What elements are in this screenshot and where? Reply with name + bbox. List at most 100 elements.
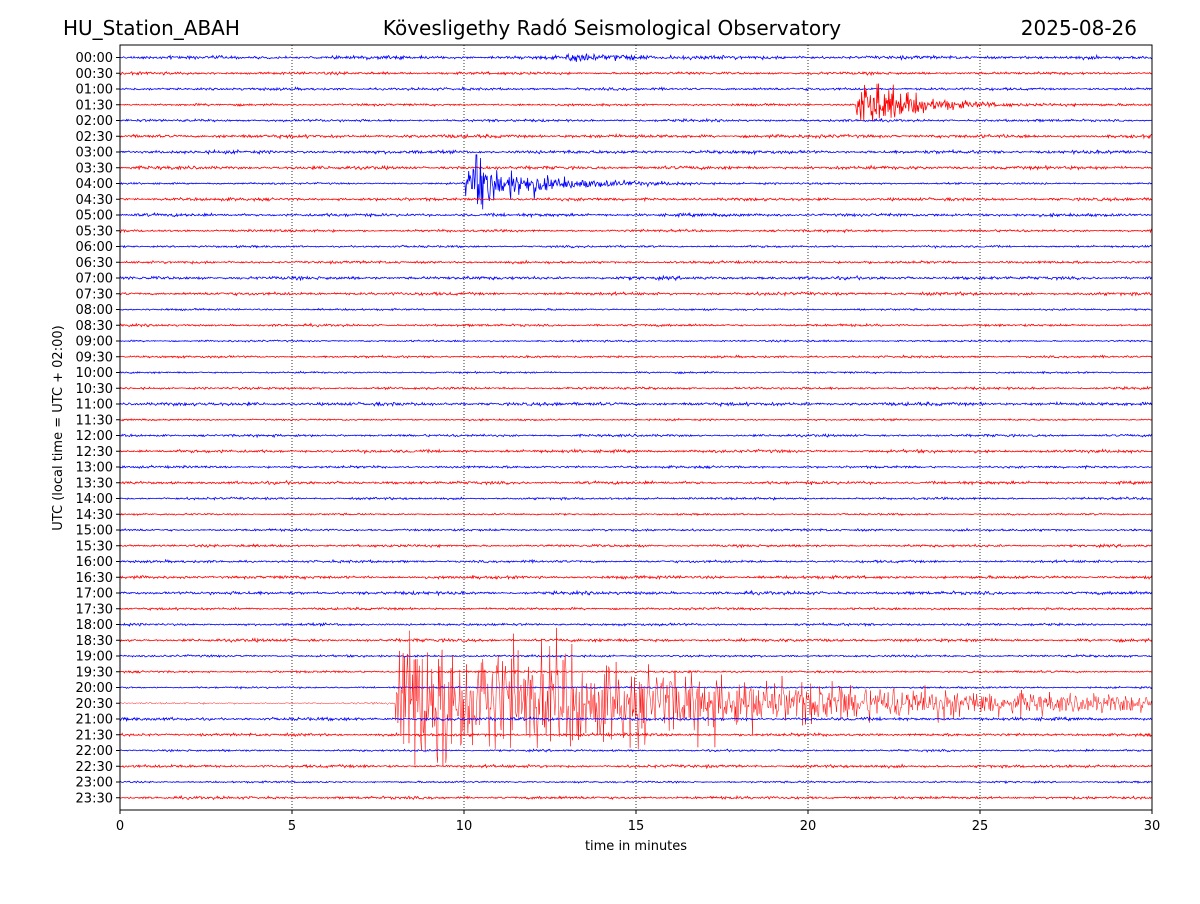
y-tick-label: 09:00 [76,335,113,350]
trace-0330 [119,164,1153,171]
trace-2000 [120,685,1153,690]
y-tick-label: 20:30 [76,697,113,712]
y-tick-label: 10:00 [76,366,113,381]
x-tick-label: 15 [628,819,645,834]
y-tick-label: 13:30 [76,476,113,491]
trace-0030 [119,70,1153,77]
y-tick-label: 12:00 [76,429,113,444]
trace-1400 [119,496,1153,501]
trace-1430 [119,512,1153,517]
chart-date: 2025-08-26 [1021,16,1137,40]
trace-1030 [119,385,1153,391]
y-tick-label: 18:30 [76,634,113,649]
trace-1000 [119,370,1153,375]
y-tick-label: 00:30 [76,67,113,82]
y-tick-label: 23:00 [76,776,113,791]
y-tick-label: 12:30 [76,445,113,460]
y-tick-label: 05:30 [76,224,113,239]
y-tick-label: 17:00 [76,587,113,602]
y-tick-label: 02:30 [76,130,113,145]
plot-frame [119,44,1153,811]
trace-0630 [119,259,1152,265]
x-tick-label: 30 [1144,819,1161,834]
trace-2030 [119,627,1153,766]
y-tick-label: 13:00 [76,461,113,476]
x-tick-label: 25 [972,819,989,834]
y-tick-label: 21:30 [76,728,113,743]
trace-0800 [119,307,1153,312]
trace-2300 [119,780,1153,784]
x-axis-label: time in minutes [585,839,687,854]
y-tick-label: 11:30 [76,413,113,428]
trace-0000 [119,52,1153,63]
trace-0600 [119,244,1153,249]
x-tick-label: 20 [800,819,817,834]
trace-0530 [119,228,1153,234]
y-tick-label: 08:30 [76,319,113,334]
trace-1300 [119,464,1153,470]
y-tick-label: 15:00 [76,524,113,539]
trace-0930 [119,354,1153,359]
trace-0430 [119,196,1153,203]
y-tick-label: 06:30 [76,256,113,271]
trace-1730 [119,606,1153,612]
y-tick-label: 08:00 [76,303,113,318]
axes: 0 5 10 15 20 25 30 00:0000:3001:0001:3002:0002:… [76,51,1161,834]
trace-1330 [119,479,1153,486]
trace-0300 [119,148,1153,156]
trace-0730 [119,291,1153,297]
y-tick-label: 03:30 [76,161,113,176]
station-name: HU_Station_ABAH [63,16,240,40]
trace-0130 [119,83,1153,122]
trace-1930 [119,669,1153,675]
y-tick-label: 15:30 [76,539,113,554]
trace-1830 [119,637,1153,644]
trace-0830 [119,322,1153,328]
trace-0100 [119,86,1153,92]
trace-1500 [119,527,1153,533]
y-tick-label: 09:30 [76,350,113,365]
trace-0200 [119,117,1152,123]
y-tick-label: 01:30 [76,98,113,113]
y-tick-label: 05:00 [76,209,113,224]
trace-1530 [119,543,1153,549]
x-tick-label: 0 [116,819,124,834]
y-tick-label: 19:00 [76,650,113,665]
y-tick-label: 11:00 [76,398,113,413]
y-tick-label: 07:00 [76,272,113,287]
y-tick-label: 14:00 [76,492,113,507]
y-tick-label: 16:00 [76,555,113,570]
y-tick-label: 23:30 [76,791,113,806]
y-tick-label: 00:00 [76,51,113,66]
y-tick-label: 10:30 [76,382,113,397]
trace-0400 [119,154,1153,210]
y-tick-label: 17:30 [76,602,113,617]
trace-0230 [119,133,1153,140]
y-tick-label: 21:00 [76,713,113,728]
y-tick-label: 20:00 [76,681,113,696]
y-tick-label: 18:00 [76,618,113,633]
trace-1800 [119,621,1153,628]
trace-2200 [119,748,1153,753]
trace-1600 [119,558,1153,565]
x-tick-label: 5 [288,819,296,834]
seismic-traces [119,52,1153,801]
y-tick-label: 19:30 [76,665,113,680]
y-tick-label: 04:00 [76,177,113,192]
y-tick-label: 16:30 [76,571,113,586]
trace-0700 [119,274,1153,282]
trace-0900 [119,339,1153,343]
trace-1130 [120,417,1153,422]
x-tick-label: 10 [456,819,473,834]
trace-1200 [119,433,1153,439]
y-tick-label: 22:00 [76,744,113,759]
y-tick-label: 02:00 [76,114,113,129]
y-tick-label: 07:30 [76,287,113,302]
trace-2130 [119,731,1153,738]
y-tick-label: 22:30 [76,760,113,775]
trace-1630 [119,574,1153,581]
trace-2330 [119,794,1153,801]
y-tick-label: 01:00 [76,83,113,98]
trace-2100 [119,715,1153,723]
